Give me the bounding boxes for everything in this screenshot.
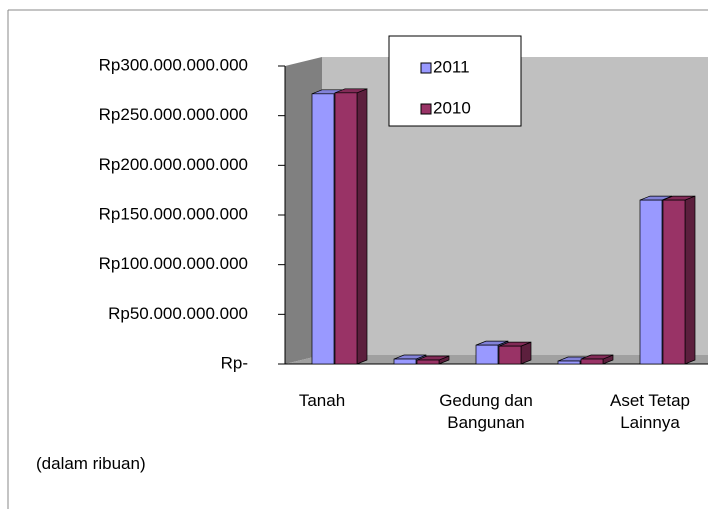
bar	[662, 195, 696, 365]
legend-label: 2010	[433, 98, 471, 117]
bar-front	[475, 344, 499, 365]
y-tick-label: Rp-	[221, 353, 248, 372]
bar-front	[498, 345, 522, 365]
y-tick-label: Rp250.000.000.000	[99, 105, 248, 124]
y-tick-label: Rp50.000.000.000	[108, 304, 248, 323]
bar-front	[557, 360, 581, 365]
bar	[334, 88, 368, 365]
bar	[580, 354, 614, 365]
bar-front	[416, 359, 440, 365]
y-tick-label: Rp300.000.000.000	[99, 55, 248, 74]
legend-swatch	[420, 62, 432, 74]
y-tick-label: Rp150.000.000.000	[99, 204, 248, 223]
legend-swatch	[420, 103, 432, 115]
bar-front	[639, 199, 663, 365]
bar-front	[311, 93, 335, 365]
y-tick-label: Rp200.000.000.000	[99, 155, 248, 174]
x-tick-label: Gedung dan Bangunan	[439, 391, 533, 432]
bar-side	[684, 195, 696, 365]
y-tick-label: Rp100.000.000.000	[99, 254, 248, 273]
bar-side	[356, 88, 368, 365]
bar-front	[334, 92, 358, 365]
bar	[416, 355, 450, 365]
bar-front	[580, 358, 604, 365]
bar	[498, 341, 532, 365]
legend-label: 2011	[433, 57, 470, 76]
bar-front	[662, 199, 686, 365]
x-tick-label: Tanah	[298, 391, 346, 410]
annotation: (dalam ribuan)	[36, 454, 146, 473]
bar-front	[393, 358, 417, 365]
x-tick-label: Aset Tetap Lainnya	[609, 391, 691, 432]
legend-box	[388, 35, 522, 127]
